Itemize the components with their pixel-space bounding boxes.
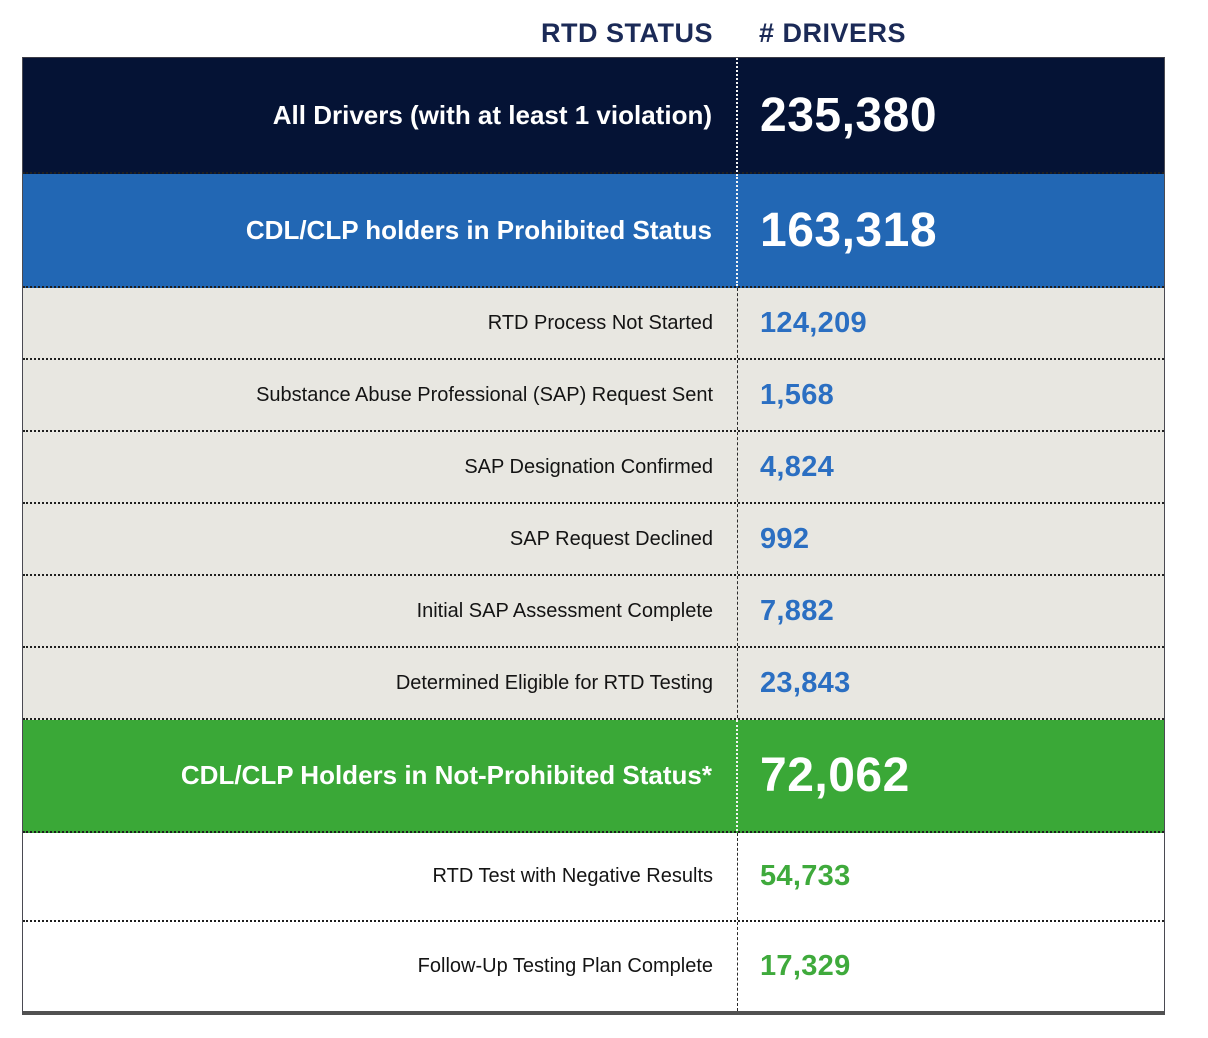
row-label: RTD Process Not Started <box>23 288 738 358</box>
row-label: Determined Eligible for RTD Testing <box>23 648 738 718</box>
row-value: 235,380 <box>760 88 938 142</box>
table-row-rtd-test-negative: RTD Test with Negative Results 54,733 <box>23 833 1164 922</box>
table-row-all-drivers: All Drivers (with at least 1 violation) … <box>23 58 1164 174</box>
row-label: Initial SAP Assessment Complete <box>23 576 738 646</box>
row-label: All Drivers (with at least 1 violation) <box>23 58 738 172</box>
row-value: 23,843 <box>760 666 851 699</box>
row-value: 1,568 <box>760 378 835 411</box>
row-label: SAP Designation Confirmed <box>23 432 738 502</box>
row-label: Follow-Up Testing Plan Complete <box>23 922 738 1011</box>
row-label: Substance Abuse Professional (SAP) Reque… <box>23 360 738 430</box>
row-value: 4,824 <box>760 450 835 483</box>
row-label: CDL/CLP holders in Prohibited Status <box>23 174 738 286</box>
table-row-followup-plan-complete: Follow-Up Testing Plan Complete 17,329 <box>23 922 1164 1011</box>
row-label: SAP Request Declined <box>23 504 738 574</box>
row-value: 54,733 <box>760 860 851 892</box>
row-value: 124,209 <box>760 306 867 339</box>
table-row-eligible-rtd-testing: Determined Eligible for RTD Testing 23,8… <box>23 648 1164 720</box>
row-label: RTD Test with Negative Results <box>23 833 738 920</box>
table-row-initial-sap-assessment: Initial SAP Assessment Complete 7,882 <box>23 576 1164 648</box>
row-value: 992 <box>760 522 810 555</box>
table-row-sap-designation-confirmed: SAP Designation Confirmed 4,824 <box>23 432 1164 504</box>
rtd-status-table-area: RTD STATUS # DRIVERS All Drivers (with a… <box>22 14 1165 1015</box>
table-row-not-prohibited-status: CDL/CLP Holders in Not-Prohibited Status… <box>23 720 1164 833</box>
row-value: 7,882 <box>760 594 835 627</box>
table-row-sap-request-sent: Substance Abuse Professional (SAP) Reque… <box>23 360 1164 432</box>
table-row-sap-request-declined: SAP Request Declined 992 <box>23 504 1164 576</box>
row-value: 17,329 <box>760 950 851 982</box>
rtd-status-table: All Drivers (with at least 1 violation) … <box>22 57 1165 1015</box>
row-label: CDL/CLP Holders in Not-Prohibited Status… <box>23 720 738 831</box>
column-header-num-drivers: # DRIVERS <box>759 17 907 48</box>
column-header-rtd-status: RTD STATUS <box>541 17 713 48</box>
row-value: 163,318 <box>760 203 938 257</box>
table-row-prohibited-status: CDL/CLP holders in Prohibited Status 163… <box>23 174 1164 288</box>
table-row-rtd-not-started: RTD Process Not Started 124,209 <box>23 288 1164 360</box>
row-value: 72,062 <box>760 749 910 802</box>
column-headers: RTD STATUS # DRIVERS <box>22 14 1165 52</box>
